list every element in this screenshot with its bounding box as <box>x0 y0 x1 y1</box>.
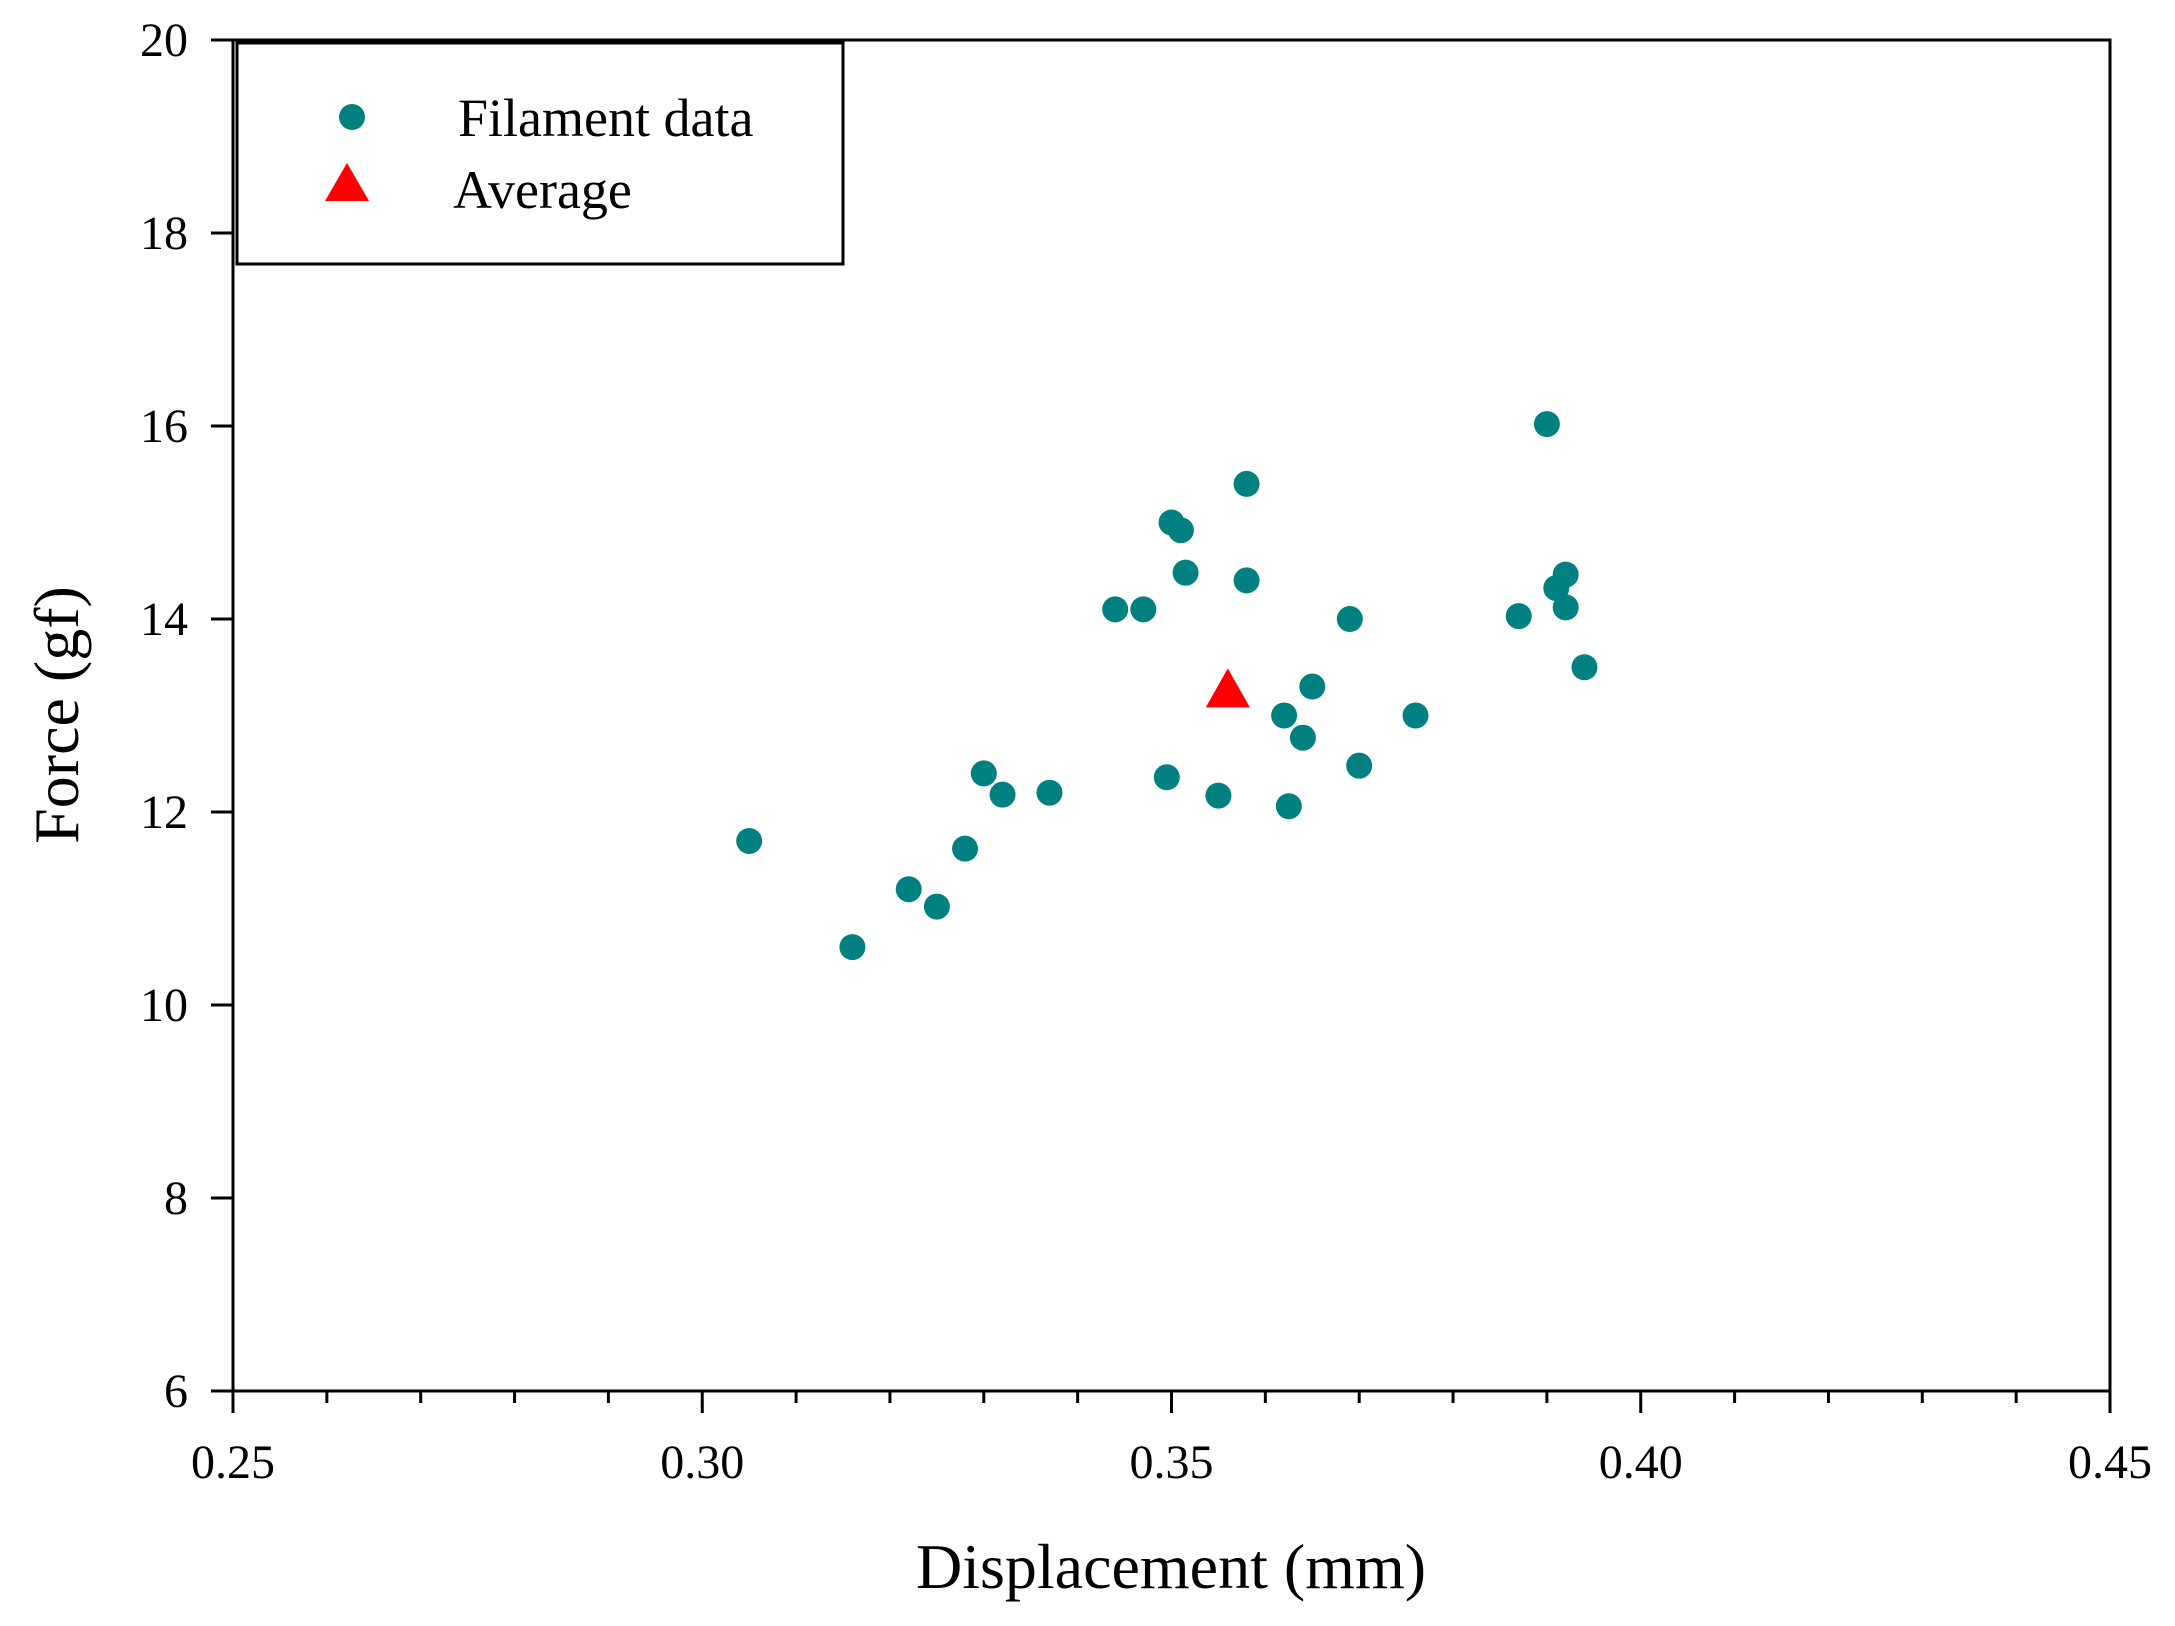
data-points <box>736 411 1598 961</box>
filament-data-point <box>1552 594 1579 621</box>
x-tick-label: 0.45 <box>2068 1436 2152 1489</box>
filament-data-point <box>1336 606 1363 632</box>
x-tick-label: 0.35 <box>1130 1436 1214 1489</box>
y-tick-label: 8 <box>164 1172 188 1225</box>
filament-data-point <box>1289 724 1316 751</box>
filament-data-point <box>989 781 1016 808</box>
filament-data-point <box>1233 470 1260 497</box>
filament-data-point <box>1346 752 1373 779</box>
filament-data-point <box>1271 702 1298 729</box>
y-tick-label: 16 <box>140 400 188 453</box>
filament-data-point <box>1299 673 1326 700</box>
filament-data-point <box>1172 559 1199 586</box>
y-tick-label: 10 <box>140 979 188 1032</box>
filament-data-point <box>1205 782 1232 809</box>
filament-data-point <box>1505 603 1532 630</box>
y-axis-ticks: 6 8 10 12 14 16 18 20 <box>140 14 233 1418</box>
filament-data-point <box>1233 567 1260 594</box>
y-tick-label: 12 <box>140 786 188 839</box>
filament-data-point <box>1102 596 1129 623</box>
y-tick-label: 18 <box>140 207 188 260</box>
y-axis-title: Force (gf) <box>21 586 92 844</box>
filament-data-point <box>895 876 922 903</box>
legend-label-average: Average <box>453 160 632 220</box>
filament-data-point <box>736 827 763 854</box>
filament-data-point <box>1533 411 1560 438</box>
average-point <box>1205 668 1250 708</box>
filament-data-point <box>952 835 979 862</box>
legend-label-filament-data: Filament data <box>458 88 753 148</box>
legend-marker-filament-data <box>339 104 365 130</box>
y-tick-label: 20 <box>140 14 188 67</box>
legend: Filament data Average <box>235 41 845 266</box>
filament-data-point <box>1402 702 1429 729</box>
filament-data-point <box>1275 793 1302 820</box>
x-tick-label: 0.25 <box>191 1436 275 1489</box>
y-tick-label: 14 <box>140 593 188 646</box>
x-tick-label: 0.40 <box>1599 1436 1683 1489</box>
filament-data-point <box>970 760 997 787</box>
x-axis-title: Displacement (mm) <box>916 1531 1426 1602</box>
filament-data-point <box>1130 596 1157 623</box>
x-tick-label: 0.30 <box>660 1436 744 1489</box>
legend-marker-average <box>325 163 369 201</box>
filament-data-point <box>1571 654 1598 681</box>
filament-data-point <box>1153 764 1180 791</box>
y-tick-label: 6 <box>164 1365 188 1418</box>
legend-box <box>235 41 845 266</box>
filament-data-point <box>1167 517 1194 544</box>
x-axis-ticks: 0.25 0.30 0.35 0.40 0.45 <box>191 1391 2152 1489</box>
filament-data-point <box>923 893 950 920</box>
filament-data-point <box>1552 561 1579 588</box>
filament-data-point <box>1036 779 1063 806</box>
filament-data-point <box>839 934 866 961</box>
